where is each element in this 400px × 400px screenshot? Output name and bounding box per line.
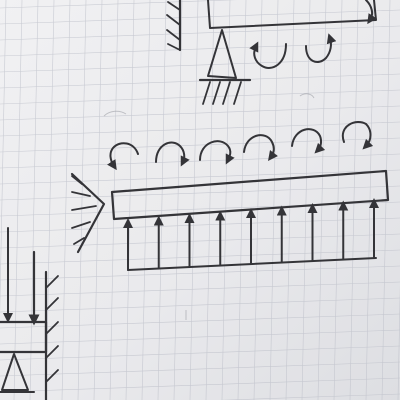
grid-line-vertical bbox=[13, 0, 23, 400]
grid-line-horizontal bbox=[0, 297, 400, 313]
grid-line-vertical bbox=[189, 0, 199, 400]
grid-line-horizontal bbox=[0, 233, 400, 249]
grid-line-horizontal bbox=[0, 57, 400, 73]
grid-line-vertical bbox=[237, 0, 247, 400]
middle-moment-arrow-5 bbox=[291, 128, 326, 154]
grid-line-horizontal bbox=[0, 137, 400, 153]
grid-line-vertical bbox=[61, 0, 71, 400]
grid-line-horizontal bbox=[0, 281, 400, 297]
grid-line-horizontal bbox=[0, 105, 400, 121]
grid-line-horizontal bbox=[0, 361, 400, 377]
grid-line-vertical bbox=[253, 0, 263, 400]
grid-line-vertical bbox=[221, 0, 231, 400]
grid-line-horizontal bbox=[0, 25, 400, 41]
grid-line-horizontal bbox=[0, 265, 400, 281]
grid-line-horizontal bbox=[0, 41, 400, 57]
grid-line-horizontal bbox=[0, 313, 400, 329]
middle-moment-arrow-3 bbox=[199, 140, 235, 165]
top-beam bbox=[207, 0, 377, 29]
lower-left-beam-sketch bbox=[0, 227, 59, 400]
middle-moment-arrow-6 bbox=[341, 121, 374, 150]
middle-distributed-load-arrows bbox=[123, 198, 379, 271]
grid-line-horizontal bbox=[0, 329, 400, 345]
top-wall-hatching bbox=[166, 1, 181, 51]
lower-wall-hatching bbox=[45, 275, 59, 383]
grid-line-vertical bbox=[125, 0, 135, 400]
grid-line-horizontal bbox=[0, 185, 400, 201]
grid-line-vertical bbox=[29, 0, 39, 400]
grid-line-vertical bbox=[205, 0, 215, 400]
grid-line-vertical bbox=[109, 0, 119, 400]
faint-pencil-marks bbox=[103, 93, 315, 320]
middle-beam-sketch bbox=[70, 121, 390, 271]
grid-line-vertical bbox=[77, 0, 87, 400]
top-pin-ground-hatching bbox=[202, 81, 242, 105]
grid-line-horizontal bbox=[0, 377, 400, 393]
middle-moment-arrow-4 bbox=[243, 134, 278, 162]
grid-line-vertical bbox=[333, 0, 343, 400]
grid-line-vertical bbox=[349, 0, 359, 400]
grid-line-vertical bbox=[397, 284, 400, 400]
middle-wall-hatching bbox=[71, 175, 97, 245]
grid-line-horizontal bbox=[0, 345, 400, 361]
grid-line-vertical bbox=[317, 0, 327, 400]
grid-line-horizontal bbox=[0, 217, 400, 233]
grid-line-horizontal bbox=[0, 9, 400, 25]
grid-line-horizontal bbox=[219, 393, 400, 400]
grid-line-vertical bbox=[285, 0, 295, 400]
grid-line-horizontal bbox=[0, 249, 400, 265]
top-pin-support bbox=[207, 29, 237, 79]
grid-line-horizontal bbox=[0, 121, 400, 137]
lower-pin-support bbox=[1, 353, 29, 391]
grid-line-vertical bbox=[93, 0, 103, 400]
grid-line-horizontal bbox=[0, 89, 400, 105]
grid-line-vertical bbox=[173, 0, 183, 400]
top-moment-arrow bbox=[249, 41, 287, 69]
grid-line-horizontal bbox=[0, 169, 400, 185]
middle-moment-arrow-2 bbox=[155, 141, 190, 167]
middle-beam bbox=[110, 169, 390, 221]
top-corner-arrow bbox=[365, 0, 377, 25]
grid-line-vertical bbox=[157, 0, 167, 400]
top-beam-sketch bbox=[166, 0, 377, 105]
top-moment-arrow bbox=[305, 33, 337, 63]
grid-line-horizontal bbox=[0, 0, 238, 9]
middle-moment-arrow-1 bbox=[107, 142, 139, 171]
